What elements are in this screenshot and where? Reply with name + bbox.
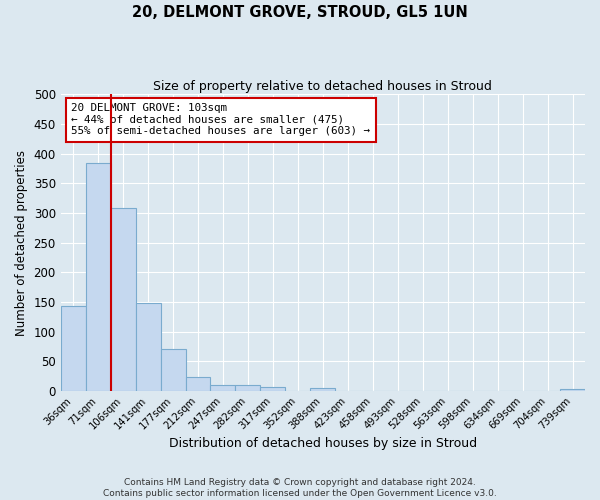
Bar [560, 389, 585, 391]
Text: 20 DELMONT GROVE: 103sqm
← 44% of detached houses are smaller (475)
55% of semi-: 20 DELMONT GROVE: 103sqm ← 44% of detach… [71, 103, 370, 136]
Bar [211, 385, 235, 391]
Bar [110, 208, 136, 391]
Title: Size of property relative to detached houses in Stroud: Size of property relative to detached ho… [154, 80, 492, 93]
Text: 20, DELMONT GROVE, STROUD, GL5 1UN: 20, DELMONT GROVE, STROUD, GL5 1UN [132, 5, 468, 20]
Bar [86, 163, 110, 391]
Bar [310, 388, 335, 391]
Y-axis label: Number of detached properties: Number of detached properties [15, 150, 28, 336]
Bar [61, 306, 86, 391]
Bar [260, 387, 286, 391]
Bar [235, 385, 260, 391]
Bar [161, 350, 185, 391]
Bar [136, 302, 161, 391]
Bar [185, 376, 211, 391]
X-axis label: Distribution of detached houses by size in Stroud: Distribution of detached houses by size … [169, 437, 477, 450]
Text: Contains HM Land Registry data © Crown copyright and database right 2024.
Contai: Contains HM Land Registry data © Crown c… [103, 478, 497, 498]
